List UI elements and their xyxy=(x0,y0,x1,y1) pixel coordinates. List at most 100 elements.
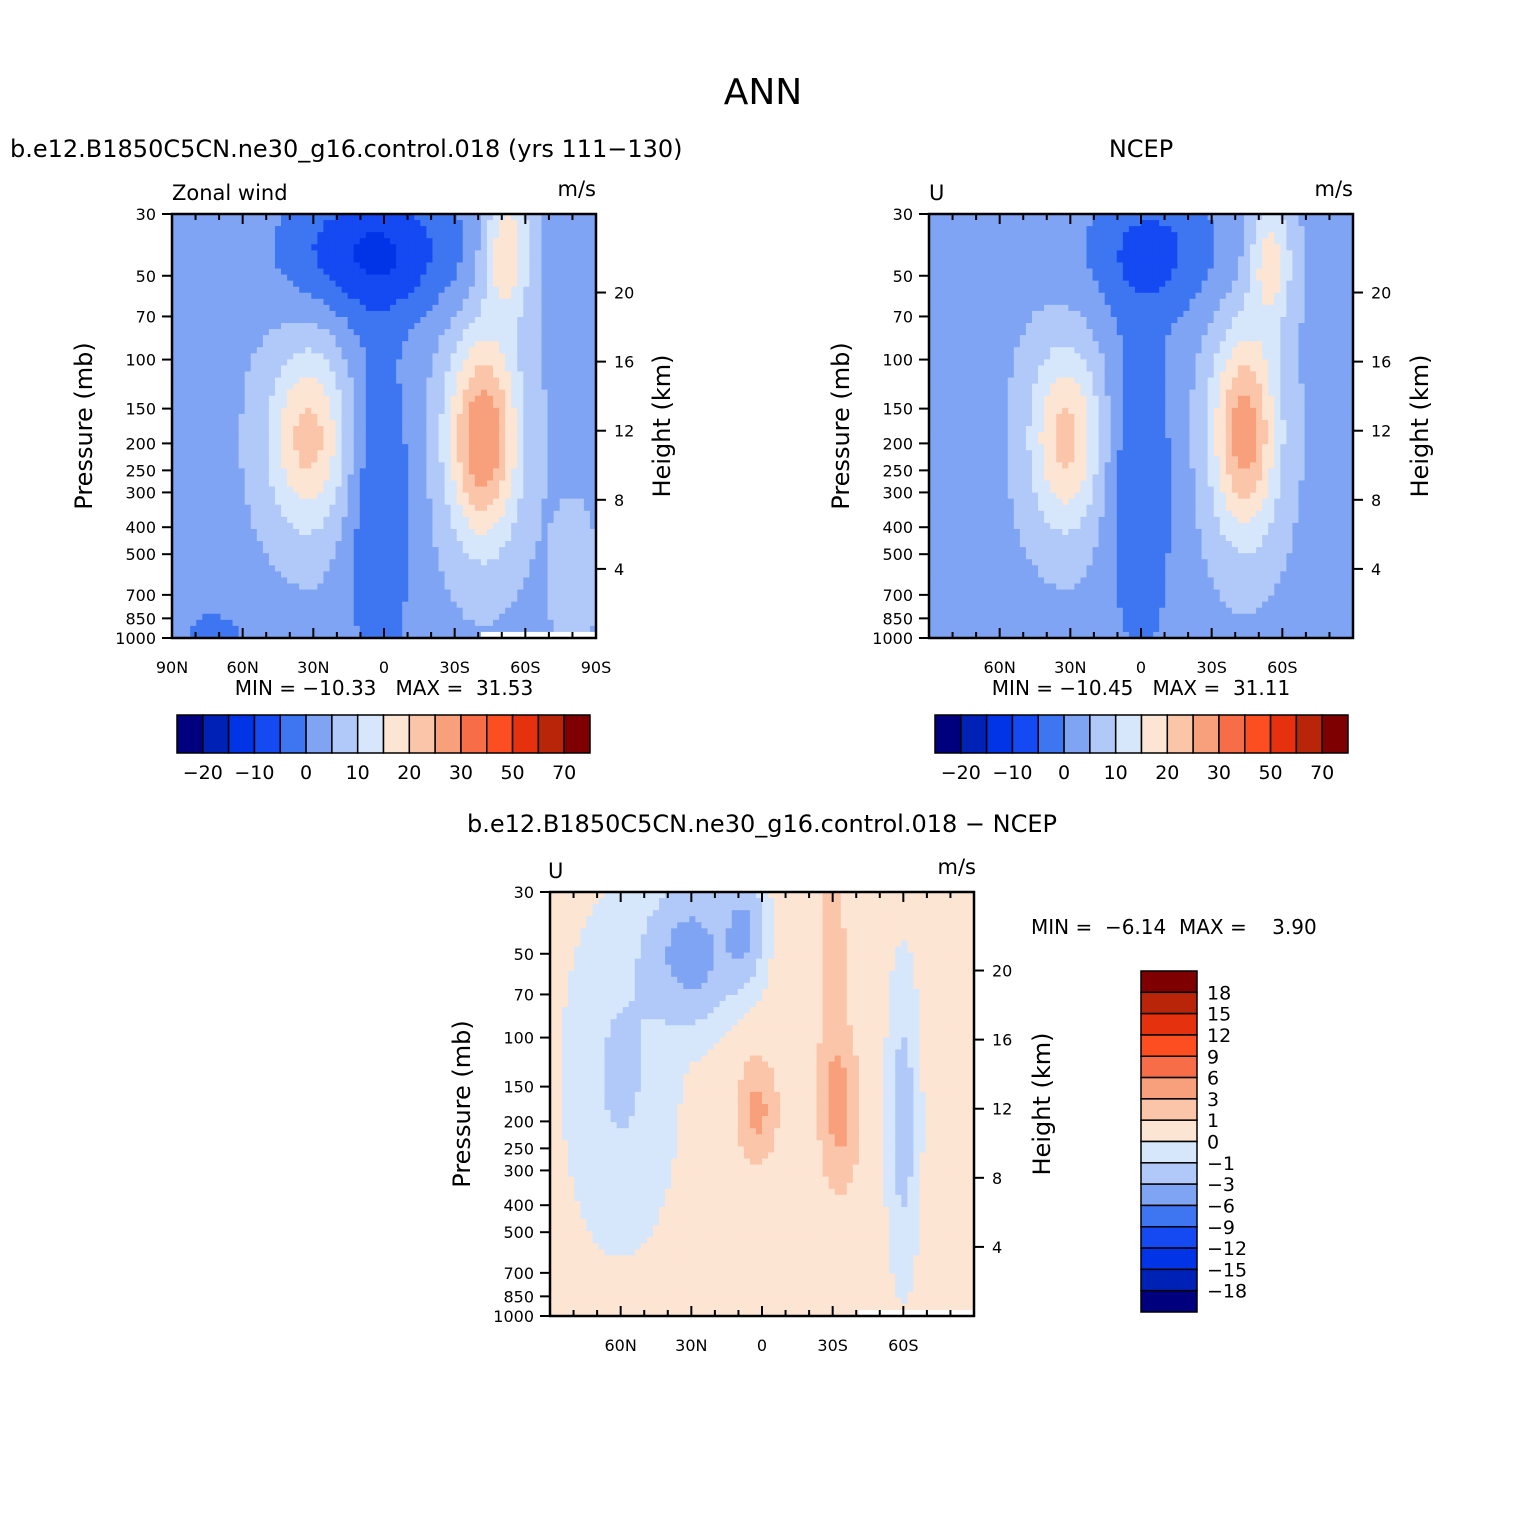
field-cell xyxy=(262,462,270,469)
field-cell xyxy=(486,613,494,621)
field-cell xyxy=(281,631,288,638)
field-cell xyxy=(444,250,452,257)
field-cell xyxy=(420,432,427,439)
field-cell xyxy=(414,516,421,524)
panel-model-field xyxy=(172,214,596,638)
field-cell xyxy=(202,304,209,312)
field-cell xyxy=(287,553,294,560)
field-cell xyxy=(335,522,343,530)
field-cell xyxy=(547,226,555,233)
field-cell xyxy=(226,613,234,621)
field-cell xyxy=(256,286,264,294)
field-cell xyxy=(486,226,494,233)
field-cell xyxy=(432,547,440,554)
field-cell xyxy=(511,565,518,572)
field-cell xyxy=(287,583,294,591)
field-cell xyxy=(274,359,282,367)
field-cell xyxy=(281,468,288,476)
field-cell xyxy=(444,438,452,445)
field-cell xyxy=(329,498,337,506)
field-cell xyxy=(390,510,397,518)
field-cell xyxy=(493,522,500,530)
field-cell xyxy=(438,450,446,457)
field-cell xyxy=(359,607,367,615)
field-cell xyxy=(408,226,415,233)
field-cell xyxy=(335,365,343,373)
field-cell xyxy=(390,292,397,300)
field-cell xyxy=(499,619,506,627)
field-cell xyxy=(214,286,222,294)
field-cell xyxy=(178,232,185,239)
field-cell xyxy=(256,486,264,494)
field-cell xyxy=(311,256,318,264)
field-cell xyxy=(462,268,470,276)
field-cell xyxy=(281,432,288,439)
field-cell xyxy=(408,577,415,585)
field-cell xyxy=(511,232,518,239)
field-cell xyxy=(305,401,312,409)
field-cell xyxy=(396,226,403,233)
field-cell xyxy=(499,244,506,251)
field-cell xyxy=(329,304,337,312)
field-cell xyxy=(244,341,252,348)
field-cell xyxy=(468,486,476,494)
field-cell xyxy=(444,553,452,560)
field-cell xyxy=(565,601,573,609)
field-cell xyxy=(559,553,567,560)
field-cell xyxy=(365,583,373,591)
field-cell xyxy=(432,377,440,385)
field-cell xyxy=(377,377,385,385)
field-cell xyxy=(323,347,331,354)
field-cell xyxy=(468,450,476,457)
field-cell xyxy=(523,316,530,324)
field-cell xyxy=(226,256,234,264)
field-cell xyxy=(274,577,282,585)
field-cell xyxy=(408,432,415,439)
field-cell xyxy=(583,220,591,227)
field-cell xyxy=(547,298,555,306)
field-cell xyxy=(299,619,306,627)
field-cell xyxy=(408,619,415,627)
field-cell xyxy=(529,625,537,633)
panel-model: b.e12.B1850C5CN.ne30_g16.control.018 (yr… xyxy=(10,135,683,784)
field-cell xyxy=(480,323,488,330)
field-cell xyxy=(583,528,591,536)
field-cell xyxy=(462,280,470,288)
field-cell xyxy=(474,353,482,360)
field-cell xyxy=(589,232,596,239)
field-cell xyxy=(281,298,288,306)
field-cell xyxy=(172,613,179,621)
field-cell xyxy=(299,250,306,257)
field-cell xyxy=(450,522,458,530)
field-cell xyxy=(384,377,391,385)
field-cell xyxy=(244,401,252,409)
field-cell xyxy=(553,631,561,638)
field-cell xyxy=(462,323,470,330)
field-cell xyxy=(172,286,179,294)
field-cell xyxy=(317,498,325,506)
field-cell xyxy=(444,547,452,554)
field-cell xyxy=(589,565,596,572)
field-cell xyxy=(317,298,325,306)
field-cell xyxy=(256,619,264,627)
field-cell xyxy=(274,426,282,433)
field-cell xyxy=(589,480,596,488)
field-cell xyxy=(299,595,306,603)
field-cell xyxy=(190,607,197,615)
field-cell xyxy=(468,226,476,233)
field-cell xyxy=(384,335,391,342)
field-cell xyxy=(468,341,476,348)
field-cell xyxy=(365,365,373,373)
field-cell xyxy=(486,577,494,585)
field-cell xyxy=(523,553,530,560)
field-cell xyxy=(365,220,373,227)
field-cell xyxy=(541,601,549,609)
field-cell xyxy=(311,298,318,306)
field-cell xyxy=(232,335,240,342)
field-cell xyxy=(256,304,264,312)
field-cell xyxy=(262,329,270,336)
field-cell xyxy=(438,625,446,633)
field-cell xyxy=(226,323,234,330)
field-cell xyxy=(589,432,596,439)
field-cell xyxy=(353,298,361,306)
